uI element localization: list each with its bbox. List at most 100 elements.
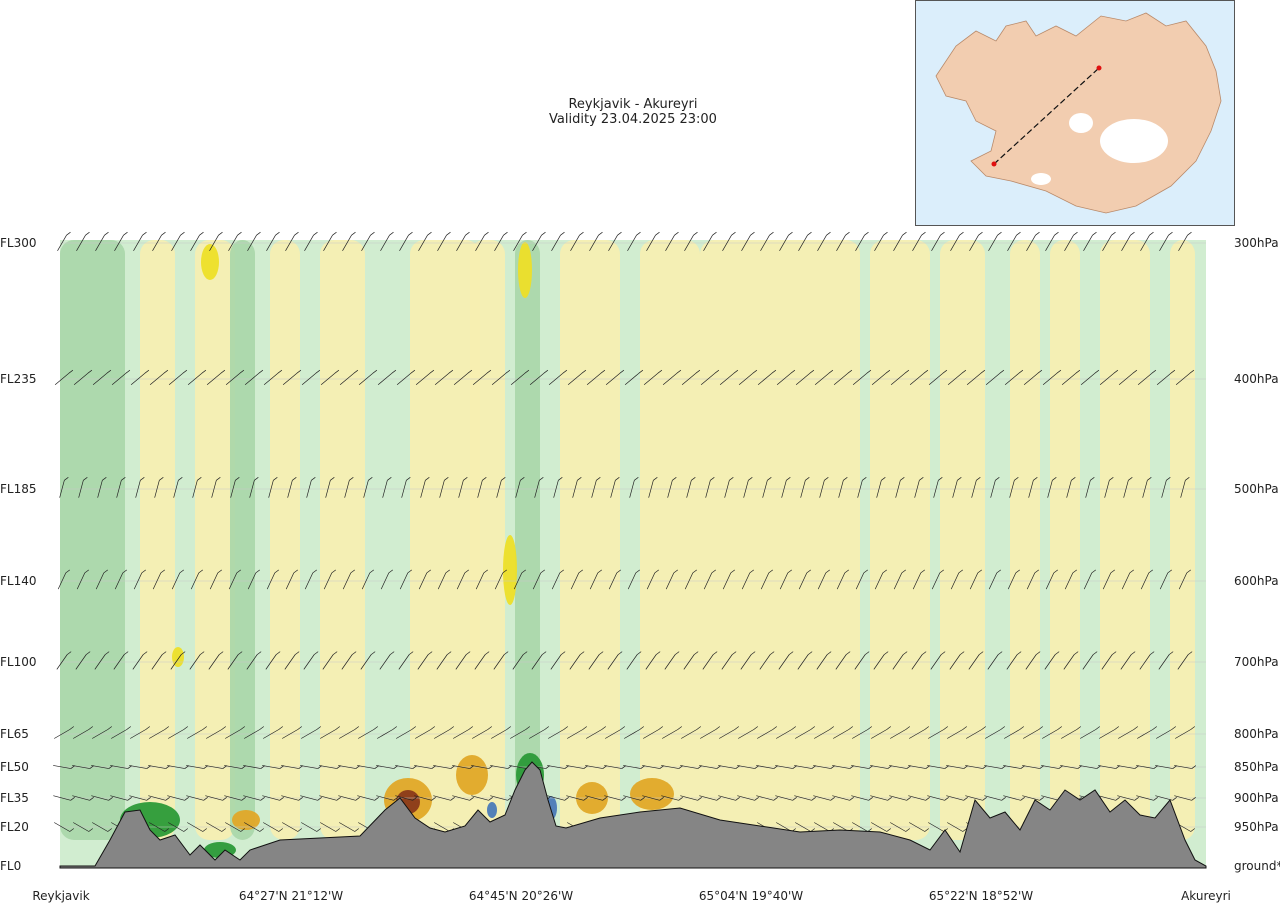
wind-barb xyxy=(401,477,411,498)
wind-barb xyxy=(759,651,775,670)
wind-barb xyxy=(1004,726,1024,739)
wind-barb xyxy=(1007,569,1021,590)
wind-barb xyxy=(741,569,755,590)
wind-barb xyxy=(931,231,945,251)
wind-barb xyxy=(1004,369,1024,386)
wind-barb xyxy=(91,795,113,801)
wind-barb xyxy=(281,795,303,801)
wind-barb xyxy=(1142,477,1152,498)
wind-barb xyxy=(890,822,911,832)
wind-barb xyxy=(73,726,94,739)
wind-barb xyxy=(513,231,527,251)
wind-barb xyxy=(477,477,487,498)
wind-barb xyxy=(893,569,907,590)
wind-barb xyxy=(643,369,663,386)
wind-barb xyxy=(133,569,147,590)
right-axis: 300hPa 400hPa 500hPa 600hPa 700hPa 800hPa 850h… xyxy=(1234,236,1280,873)
wind-barb xyxy=(890,369,910,386)
wind-barb xyxy=(152,569,166,590)
route-title: Reykjavik - Akureyri xyxy=(568,97,698,112)
wind-barb xyxy=(1045,569,1059,590)
wind-barb xyxy=(605,726,626,739)
wind-barb xyxy=(1178,569,1192,590)
chart-title: Reykjavik - Akureyri Validity 23.04.2025… xyxy=(480,97,786,127)
wind-barb xyxy=(338,795,360,801)
wind-barb xyxy=(54,726,75,739)
wind-barb xyxy=(950,231,964,251)
wind-barb xyxy=(376,795,398,801)
shading-blob xyxy=(201,244,219,280)
left-level-label: FL100 xyxy=(0,655,37,669)
wind-barb xyxy=(494,231,508,251)
wind-barb xyxy=(268,477,278,498)
wind-barb xyxy=(206,726,227,739)
wind-barb xyxy=(510,726,531,739)
wind-barb xyxy=(757,369,777,386)
wind-barb xyxy=(415,369,435,386)
wind-barb xyxy=(263,726,284,739)
wind-barb xyxy=(966,726,987,739)
wind-barb xyxy=(1003,795,1025,801)
shading-blob xyxy=(232,810,260,830)
wind-barb xyxy=(209,569,223,590)
wind-barb xyxy=(380,569,394,590)
wind-barb xyxy=(513,569,527,590)
wind-barb xyxy=(1026,569,1040,590)
wind-barb xyxy=(439,477,449,498)
wind-barb xyxy=(567,726,588,739)
inset-map xyxy=(915,0,1235,226)
wind-barb xyxy=(379,651,395,670)
wind-barb xyxy=(627,569,641,590)
wind-barb xyxy=(57,569,71,590)
wind-barb xyxy=(757,726,778,739)
wind-barb xyxy=(852,726,873,739)
wind-barb xyxy=(453,726,474,739)
wind-barb xyxy=(396,726,417,739)
wind-barb xyxy=(1118,726,1138,739)
wind-barb xyxy=(285,231,299,251)
wind-barb xyxy=(452,795,474,801)
wind-barb xyxy=(1023,726,1043,739)
wind-barb xyxy=(665,569,679,590)
wind-barb xyxy=(132,651,148,670)
wind-barb xyxy=(871,822,892,832)
wind-barb xyxy=(838,477,848,498)
wind-barb xyxy=(1099,369,1119,386)
x-tick-label: Reykjavik xyxy=(32,889,89,903)
wind-barb xyxy=(681,369,701,386)
wind-barb xyxy=(322,651,338,670)
x-tick-label: Akureyri xyxy=(1181,889,1231,903)
wind-barb xyxy=(284,651,300,670)
wind-barb xyxy=(456,231,470,251)
wind-barb xyxy=(75,651,91,670)
x-tick-label: 65°04'N 19°40'W xyxy=(699,889,803,903)
iceland-map xyxy=(935,12,1222,214)
wind-barb xyxy=(282,822,303,832)
glacier xyxy=(1031,173,1051,185)
wind-barb xyxy=(1047,477,1057,498)
wind-barb xyxy=(173,477,183,498)
wind-barb xyxy=(301,726,322,739)
wind-barb xyxy=(855,231,869,251)
wind-barb xyxy=(167,795,189,801)
wind-barb xyxy=(1137,369,1157,386)
wind-barb xyxy=(835,651,851,670)
wind-barb xyxy=(341,651,357,670)
shading-band xyxy=(140,240,175,840)
wind-barb xyxy=(857,477,867,498)
wind-barb xyxy=(661,795,683,801)
wind-barb xyxy=(116,477,126,498)
wind-barb xyxy=(871,369,891,386)
right-level-label: 900hPa xyxy=(1234,791,1279,805)
wind-barb xyxy=(244,726,265,739)
wind-barb xyxy=(1158,651,1174,670)
right-level-label: 500hPa xyxy=(1234,482,1279,496)
wind-barb xyxy=(889,795,911,801)
wind-barb xyxy=(78,477,88,498)
wind-barb xyxy=(1022,795,1044,801)
wind-barb xyxy=(589,569,603,590)
left-level-label: FL0 xyxy=(0,859,21,873)
wind-barb xyxy=(1161,477,1171,498)
wind-barb xyxy=(456,569,470,590)
